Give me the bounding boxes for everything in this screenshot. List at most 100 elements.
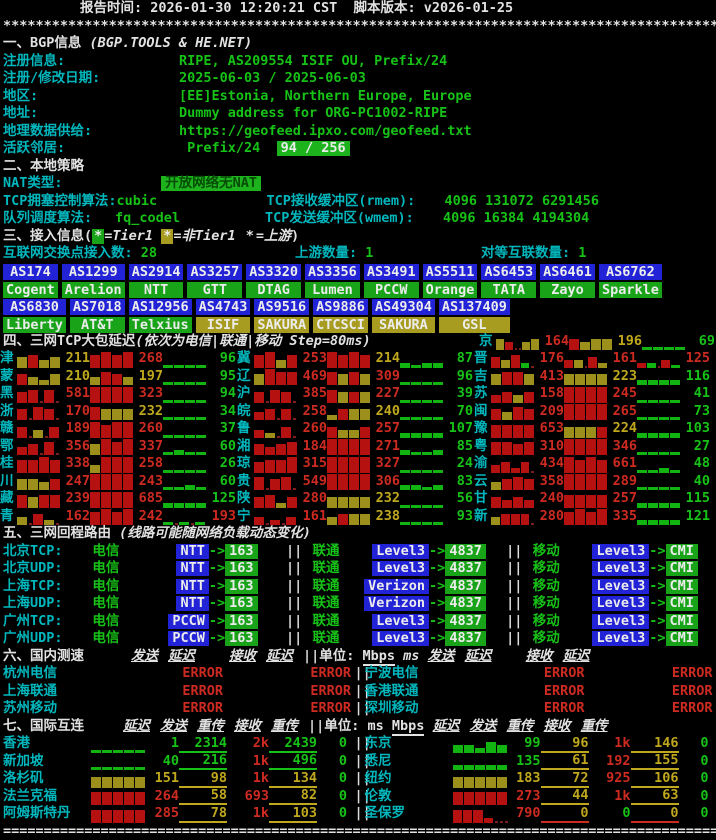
latency-bar-block (502, 479, 512, 490)
asn-badge: AS9516 (254, 299, 309, 315)
route-dest: 163 (225, 543, 276, 561)
latency-value: 116 (681, 368, 710, 386)
latency-bar-block (564, 360, 573, 368)
route-via: NTT (135, 543, 209, 561)
latency-bar-block (575, 495, 585, 508)
latency-bar-block (597, 387, 607, 403)
report-time: 2026-01-30 12:20:21 CST (150, 0, 337, 16)
latency-sparkline (17, 457, 61, 473)
latency-bar-block (287, 442, 297, 455)
latency-bar-block (597, 374, 607, 385)
asn-badge: AS6461 (540, 264, 595, 280)
section-speed-header: 六、国内测速发送延迟接收延迟||单位: Mbps ms 发送延迟接收延迟 (0, 648, 716, 666)
latency-value: 289 (608, 473, 637, 491)
latency-sparkline (90, 474, 134, 490)
latency-cell: 94 (163, 385, 236, 403)
latency-value: 549 (298, 473, 327, 491)
latency-bar-block (265, 495, 275, 508)
latency-bar-block (349, 372, 359, 385)
latency-bar-block (17, 357, 27, 368)
latency-bar-block (564, 474, 574, 490)
latency-bar-block (281, 409, 291, 420)
province-label: 冀 (237, 350, 254, 368)
as-name-badge: Orange (423, 282, 478, 298)
intl-latency-value: 273 (509, 788, 541, 806)
latency-bar-block (91, 792, 101, 805)
latency-cell: 24 (400, 455, 473, 473)
latency-bar-block (360, 409, 370, 420)
latency-value: 176 (535, 350, 564, 368)
latency-sparkline (90, 492, 134, 508)
latency-bar-block (664, 347, 674, 350)
province-label: 川 (0, 473, 17, 491)
latency-sparkline (254, 369, 298, 385)
route-carrier: 移动 (533, 595, 576, 613)
policy-label2: TCP接收缓冲区(rmem): (267, 193, 445, 211)
latency-bar-block (113, 810, 123, 823)
latency-sparkline (637, 422, 681, 438)
latency-bar-block (44, 390, 54, 403)
latency-value: 315 (298, 455, 327, 473)
latency-cell: 41 (637, 385, 710, 403)
intl-node: 圣保罗 (365, 805, 453, 823)
intl-row-separator: || (355, 805, 365, 823)
latency-bar-block (597, 427, 607, 438)
province-label: 鄂 (0, 438, 17, 456)
asn-badge: AS5511 (423, 264, 478, 280)
latency-bar-block (33, 407, 43, 420)
latency-bar-block (521, 462, 530, 473)
asn-badge: AS6830 (3, 299, 66, 315)
latency-value: 581 (61, 385, 90, 403)
as-name-badge: Cogent (3, 282, 58, 298)
province-label: 琼 (237, 455, 254, 473)
latency-value: 93 (444, 508, 473, 526)
route-arrow: -> (429, 560, 445, 578)
latency-cell: 253 (254, 350, 327, 368)
latency-value: 253 (298, 350, 327, 368)
latency-cell: 189 (17, 420, 90, 438)
province-label: 浙 (0, 403, 17, 421)
latency-sparkline (491, 422, 535, 438)
latency-bar-block (17, 495, 27, 508)
policy-value: cubic (117, 193, 267, 211)
route-dest: 4837 (445, 595, 496, 613)
latency-sparkline (564, 492, 608, 508)
as-name-badge: ISIF (196, 317, 251, 333)
latency-bar-block (90, 422, 100, 438)
intl-send-value: 96 (541, 735, 589, 753)
intl-column-header: 接收 (234, 718, 261, 734)
latency-value: 258 (134, 455, 163, 473)
latency-bar-block (28, 444, 38, 455)
latency-cell: 260 (254, 420, 327, 438)
latency-sparkline (637, 439, 681, 455)
latency-bar-block (349, 474, 359, 490)
latency-value: 240 (535, 490, 564, 508)
latency-cell: 549 (254, 473, 327, 491)
route-dest-badge: 163 (225, 596, 257, 611)
latency-cell: 60 (163, 438, 236, 456)
latency-bar-block (276, 360, 286, 368)
intl-separator: || (308, 718, 324, 734)
intl-retransmit-value: 1k (227, 770, 269, 788)
latency-sparkline (400, 387, 444, 403)
asn-badge: AS9886 (313, 299, 368, 315)
latency-bar-block (254, 462, 264, 473)
route-carrier: 联通 (313, 578, 356, 596)
latency-bar-block (486, 792, 496, 805)
latency-bar-block (44, 442, 54, 455)
latency-bar-block (588, 357, 597, 368)
route-dest: CMI (666, 613, 716, 631)
